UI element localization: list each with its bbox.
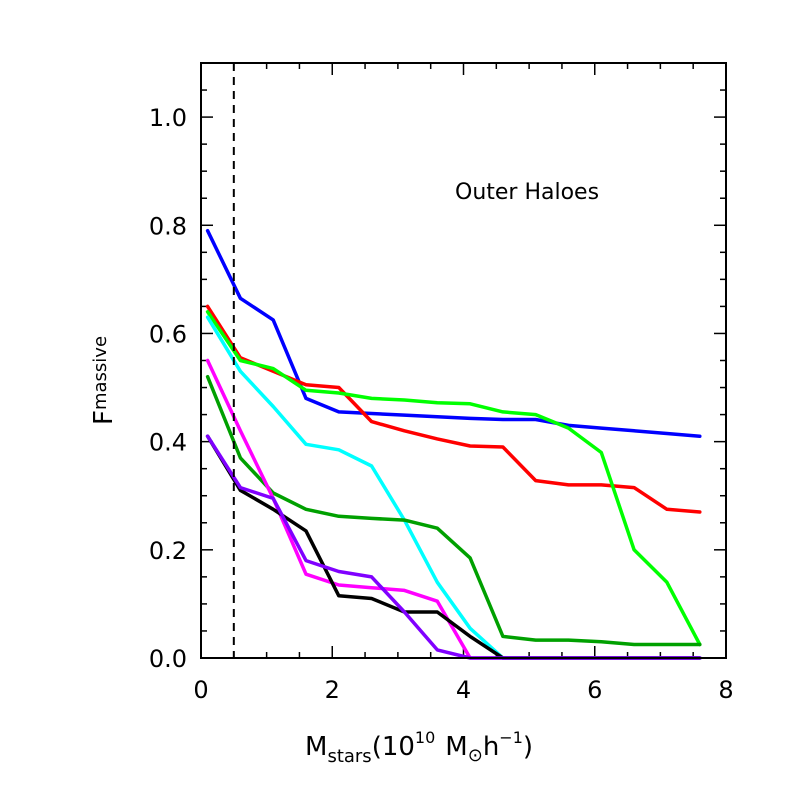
x-tick-label: 8	[718, 676, 733, 704]
y-tick-label: 0.6	[149, 320, 187, 348]
series-line-green	[205, 310, 702, 647]
series-line-magenta	[205, 358, 702, 660]
plot-frame	[200, 62, 727, 659]
x-tick-label: 6	[587, 676, 602, 704]
y-tick-label: 0.2	[149, 537, 187, 565]
y-tick-label: 0.8	[149, 212, 187, 240]
series-line-black	[205, 434, 702, 660]
series-line-dark-green	[205, 374, 702, 647]
axis-ticks: 0 2 4 6 8 0.0 0.2 0.4 0.6 0.8 1.0	[149, 63, 734, 704]
annotation-label: Outer Haloes	[455, 180, 599, 205]
y-tick-label: 0.4	[149, 429, 187, 457]
x-tick-label: 0	[193, 676, 208, 704]
y-tick-label: 1.0	[149, 104, 187, 132]
x-tick-label: 2	[325, 676, 340, 704]
y-tick-label: 0.0	[149, 645, 187, 673]
series-line-blue	[205, 228, 702, 438]
y-axis-label: Fmassive	[89, 336, 119, 425]
x-axis-label: Mstars(1010 M⊙h−1)	[305, 728, 533, 767]
series-layer	[205, 228, 702, 660]
x-tick-label: 4	[456, 676, 471, 704]
